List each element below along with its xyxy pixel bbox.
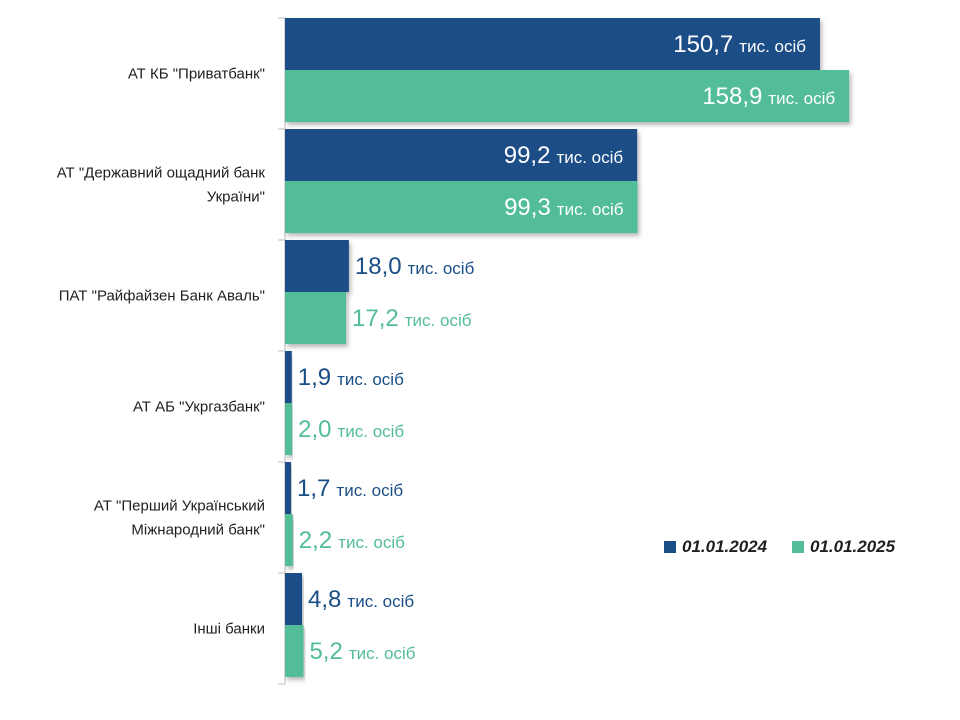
data-label: 99,2 тис. осіб bbox=[504, 142, 624, 169]
data-label-value: 2,2 bbox=[299, 527, 332, 554]
data-label: 18,0 тис. осіб bbox=[355, 253, 475, 280]
bar-01-01-2025 bbox=[285, 70, 850, 122]
category-label-line: Міжнародний банк" bbox=[131, 522, 265, 539]
data-label-value: 99,3 bbox=[504, 194, 551, 221]
data-label-unit: тис. осіб bbox=[349, 644, 416, 663]
bar-01-01-2024 bbox=[285, 351, 292, 403]
category-label: ПАТ "Райфайзен Банк Аваль" bbox=[59, 288, 265, 305]
data-label-value: 158,9 bbox=[702, 83, 762, 110]
category-label-line: АТ "Перший Український bbox=[94, 498, 265, 515]
category-label-line: АТ АБ "Укргазбанк" bbox=[133, 399, 265, 416]
data-label: 2,2 тис. осіб bbox=[299, 527, 405, 554]
bar-01-01-2025 bbox=[285, 403, 293, 455]
category-label-line: України" bbox=[207, 189, 265, 206]
data-label-unit: тис. осіб bbox=[408, 259, 475, 278]
data-label-value: 5,2 bbox=[309, 638, 342, 665]
bar-01-01-2024 bbox=[285, 462, 292, 514]
category-label-line: Інші банки bbox=[193, 621, 265, 638]
data-label-value: 99,2 bbox=[504, 142, 551, 169]
data-label-unit: тис. осіб bbox=[768, 89, 835, 108]
bar-01-01-2024 bbox=[285, 129, 638, 181]
data-label-value: 17,2 bbox=[352, 305, 399, 332]
category-label: АТ "Державний ощадний банк України" bbox=[57, 165, 266, 206]
data-label-unit: тис. осіб bbox=[338, 533, 405, 552]
data-label-value: 2,0 bbox=[298, 416, 331, 443]
data-label: 2,0 тис. осіб bbox=[298, 416, 404, 443]
bar-01-01-2025 bbox=[285, 181, 638, 233]
data-label-unit: тис. осіб bbox=[336, 481, 403, 500]
data-label-unit: тис. осіб bbox=[337, 370, 404, 389]
data-label-value: 1,9 bbox=[298, 364, 331, 391]
data-label-unit: тис. осіб bbox=[739, 37, 806, 56]
bar-01-01-2024 bbox=[285, 240, 349, 292]
data-label: 99,3 тис. осіб bbox=[504, 194, 624, 221]
data-label-unit: тис. осіб bbox=[557, 200, 624, 219]
data-label: 4,8 тис. осіб bbox=[308, 586, 414, 613]
data-label: 5,2 тис. осіб bbox=[309, 638, 415, 665]
data-label: 1,9 тис. осіб bbox=[298, 364, 404, 391]
data-label: 1,7 тис. осіб bbox=[297, 475, 403, 502]
legend-label: 01.01.2024 bbox=[682, 537, 768, 556]
data-label-unit: тис. осіб bbox=[556, 148, 623, 167]
data-label-unit: тис. осіб bbox=[405, 311, 472, 330]
category-label-line: АТ "Державний ощадний банк bbox=[57, 165, 266, 182]
data-label-value: 18,0 bbox=[355, 253, 402, 280]
legend-swatch bbox=[664, 541, 676, 553]
data-label: 158,9 тис. осіб bbox=[702, 83, 835, 110]
data-label-unit: тис. осіб bbox=[347, 592, 414, 611]
category-label: АТ АБ "Укргазбанк" bbox=[133, 399, 265, 416]
data-label-value: 4,8 bbox=[308, 586, 341, 613]
bar-01-01-2025 bbox=[285, 514, 293, 566]
bar-01-01-2025 bbox=[285, 292, 347, 344]
bar-01-01-2024 bbox=[285, 573, 303, 625]
data-label-value: 150,7 bbox=[673, 31, 733, 58]
legend-swatch bbox=[792, 541, 804, 553]
data-label: 17,2 тис. осіб bbox=[352, 305, 472, 332]
bar-01-01-2025 bbox=[285, 625, 304, 677]
category-label: АТ КБ "Приватбанк" bbox=[128, 66, 265, 83]
category-label: АТ "Перший Український Міжнародний банк" bbox=[94, 498, 265, 539]
category-label: Інші банки bbox=[193, 621, 265, 638]
data-label-value: 1,7 bbox=[297, 475, 330, 502]
category-label-line: АТ КБ "Приватбанк" bbox=[128, 66, 265, 83]
data-label: 150,7 тис. осіб bbox=[673, 31, 806, 58]
data-label-unit: тис. осіб bbox=[337, 422, 404, 441]
legend-label: 01.01.2025 bbox=[810, 537, 896, 556]
category-label-line: ПАТ "Райфайзен Банк Аваль" bbox=[59, 288, 265, 305]
bar-01-01-2024 bbox=[285, 18, 820, 70]
